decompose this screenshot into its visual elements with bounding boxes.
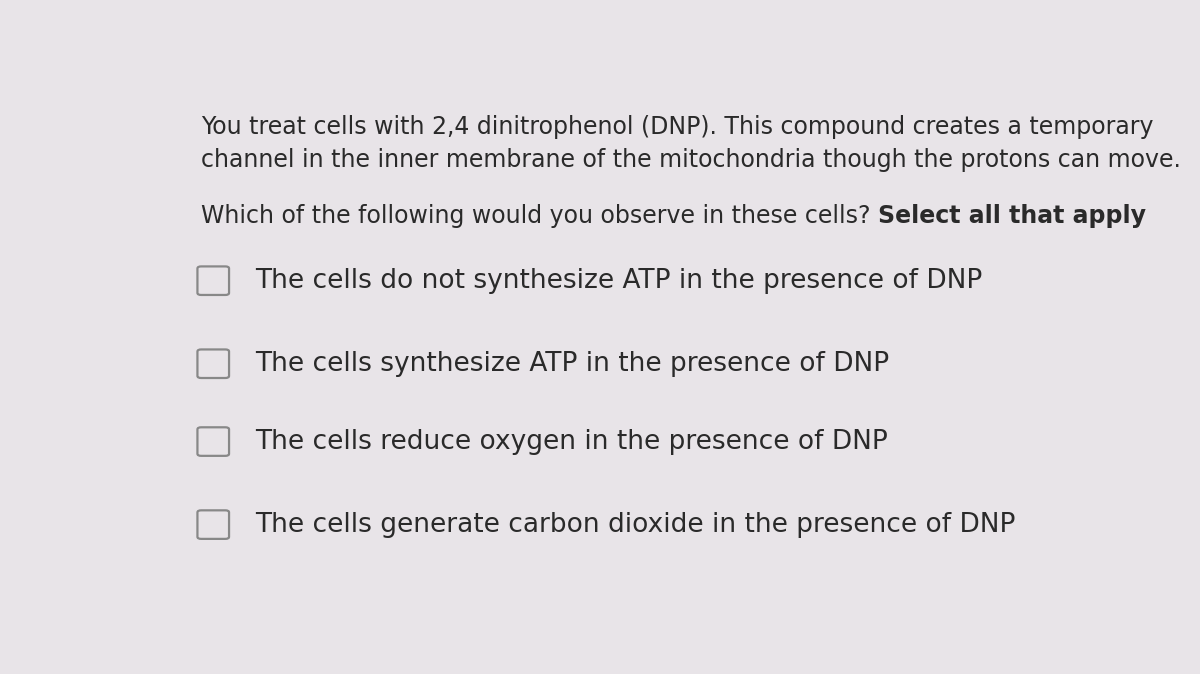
- Text: You treat cells with 2,4 dinitrophenol (DNP). This compound creates a temporary: You treat cells with 2,4 dinitrophenol (…: [202, 115, 1153, 139]
- Text: Select all that apply: Select all that apply: [878, 204, 1146, 228]
- FancyBboxPatch shape: [198, 510, 229, 539]
- FancyBboxPatch shape: [198, 266, 229, 295]
- FancyBboxPatch shape: [198, 349, 229, 378]
- Text: The cells generate carbon dioxide in the presence of DNP: The cells generate carbon dioxide in the…: [256, 512, 1015, 538]
- Text: The cells synthesize ATP in the presence of DNP: The cells synthesize ATP in the presence…: [256, 350, 889, 377]
- FancyBboxPatch shape: [198, 427, 229, 456]
- Text: The cells do not synthesize ATP in the presence of DNP: The cells do not synthesize ATP in the p…: [256, 268, 983, 294]
- Text: channel in the inner membrane of the mitochondria though the protons can move.: channel in the inner membrane of the mit…: [202, 148, 1181, 173]
- Text: The cells reduce oxygen in the presence of DNP: The cells reduce oxygen in the presence …: [256, 429, 888, 454]
- Text: Which of the following would you observe in these cells?: Which of the following would you observe…: [202, 204, 878, 228]
